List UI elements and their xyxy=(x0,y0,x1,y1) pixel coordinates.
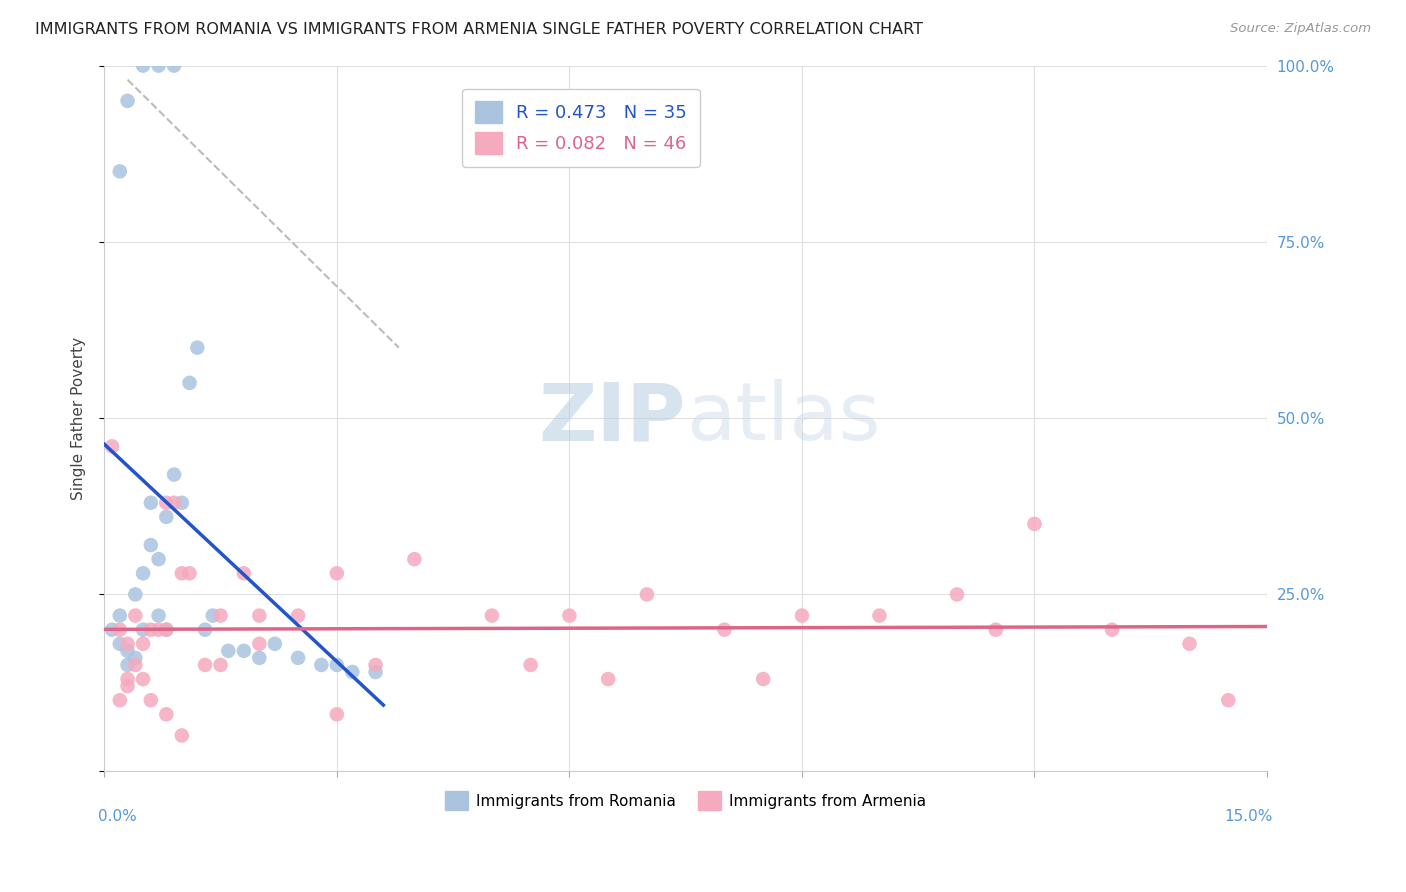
Point xyxy=(117,94,139,108)
Point xyxy=(311,657,333,672)
Point xyxy=(101,439,124,453)
Point xyxy=(869,608,891,623)
Point xyxy=(117,672,139,686)
Text: 15.0%: 15.0% xyxy=(1225,809,1272,824)
Point xyxy=(139,538,162,552)
Point xyxy=(247,637,270,651)
Point xyxy=(326,657,349,672)
Legend: Immigrants from Romania, Immigrants from Armenia: Immigrants from Romania, Immigrants from… xyxy=(439,785,932,816)
Text: atlas: atlas xyxy=(686,379,880,458)
Point xyxy=(598,672,620,686)
Point xyxy=(101,623,124,637)
Point xyxy=(179,566,201,581)
Point xyxy=(108,637,131,651)
Point xyxy=(1024,516,1046,531)
Point xyxy=(155,496,177,510)
Point xyxy=(155,623,177,637)
Point xyxy=(108,164,131,178)
Point xyxy=(170,496,193,510)
Point xyxy=(946,587,969,601)
Point xyxy=(170,566,193,581)
Point xyxy=(201,608,224,623)
Point xyxy=(124,651,146,665)
Point xyxy=(326,707,349,722)
Text: 0.0%: 0.0% xyxy=(98,809,138,824)
Point xyxy=(186,341,208,355)
Point xyxy=(1178,637,1201,651)
Y-axis label: Single Father Poverty: Single Father Poverty xyxy=(72,336,86,500)
Point xyxy=(247,651,270,665)
Point xyxy=(287,651,309,665)
Point xyxy=(232,644,254,658)
Point xyxy=(247,608,270,623)
Point xyxy=(364,657,387,672)
Point xyxy=(117,679,139,693)
Point xyxy=(108,693,131,707)
Point xyxy=(287,608,309,623)
Point xyxy=(108,623,131,637)
Point xyxy=(148,623,170,637)
Point xyxy=(108,608,131,623)
Point xyxy=(148,608,170,623)
Point xyxy=(194,623,217,637)
Point xyxy=(163,59,186,73)
Point xyxy=(132,566,155,581)
Point xyxy=(209,608,232,623)
Point xyxy=(636,587,658,601)
Point xyxy=(217,644,239,658)
Point xyxy=(752,672,775,686)
Point xyxy=(117,657,139,672)
Point xyxy=(170,728,193,742)
Point xyxy=(163,496,186,510)
Point xyxy=(155,509,177,524)
Point xyxy=(232,566,254,581)
Point xyxy=(519,657,541,672)
Point xyxy=(132,59,155,73)
Point xyxy=(139,693,162,707)
Point xyxy=(364,665,387,679)
Point xyxy=(713,623,735,637)
Point xyxy=(132,672,155,686)
Point xyxy=(1101,623,1123,637)
Point xyxy=(155,623,177,637)
Point xyxy=(179,376,201,390)
Point xyxy=(132,623,155,637)
Point xyxy=(558,608,581,623)
Point xyxy=(124,608,146,623)
Point xyxy=(326,566,349,581)
Point xyxy=(263,637,285,651)
Point xyxy=(481,608,503,623)
Point xyxy=(139,623,162,637)
Point xyxy=(404,552,426,566)
Point xyxy=(139,496,162,510)
Text: Source: ZipAtlas.com: Source: ZipAtlas.com xyxy=(1230,22,1371,36)
Point xyxy=(148,552,170,566)
Point xyxy=(117,637,139,651)
Point xyxy=(209,657,232,672)
Point xyxy=(790,608,813,623)
Text: IMMIGRANTS FROM ROMANIA VS IMMIGRANTS FROM ARMENIA SINGLE FATHER POVERTY CORRELA: IMMIGRANTS FROM ROMANIA VS IMMIGRANTS FR… xyxy=(35,22,924,37)
Point xyxy=(148,59,170,73)
Point xyxy=(1218,693,1240,707)
Point xyxy=(194,657,217,672)
Point xyxy=(117,644,139,658)
Point xyxy=(124,657,146,672)
Point xyxy=(155,707,177,722)
Point xyxy=(163,467,186,482)
Text: ZIP: ZIP xyxy=(538,379,686,458)
Point xyxy=(984,623,1007,637)
Point xyxy=(124,587,146,601)
Point xyxy=(132,637,155,651)
Point xyxy=(342,665,364,679)
